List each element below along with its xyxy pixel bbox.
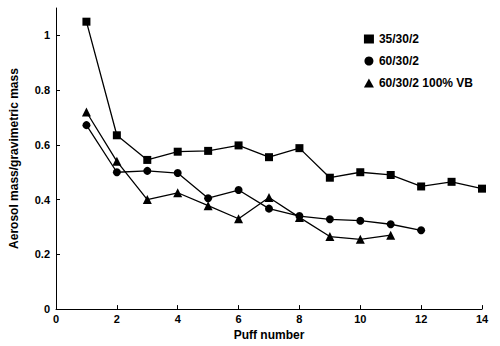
svg-text:10: 10 xyxy=(354,313,366,325)
svg-text:0.2: 0.2 xyxy=(35,248,50,260)
svg-text:Puff number: Puff number xyxy=(234,328,305,342)
svg-text:35/30/2: 35/30/2 xyxy=(379,32,419,46)
svg-text:8: 8 xyxy=(296,313,302,325)
svg-text:1: 1 xyxy=(44,29,50,41)
svg-text:60/30/2 100% VB: 60/30/2 100% VB xyxy=(379,76,473,90)
svg-text:14: 14 xyxy=(476,313,489,325)
svg-text:Aerosol mass/gravimetric mass: Aerosol mass/gravimetric mass xyxy=(7,68,21,249)
svg-text:60/30/2: 60/30/2 xyxy=(379,54,419,68)
svg-text:12: 12 xyxy=(415,313,427,325)
svg-text:0.4: 0.4 xyxy=(35,194,51,206)
svg-text:0: 0 xyxy=(44,303,50,315)
svg-text:4: 4 xyxy=(175,313,182,325)
svg-text:0.8: 0.8 xyxy=(35,84,50,96)
svg-text:0: 0 xyxy=(53,313,59,325)
svg-text:6: 6 xyxy=(236,313,242,325)
svg-text:2: 2 xyxy=(114,313,120,325)
svg-text:0.6: 0.6 xyxy=(35,139,50,151)
